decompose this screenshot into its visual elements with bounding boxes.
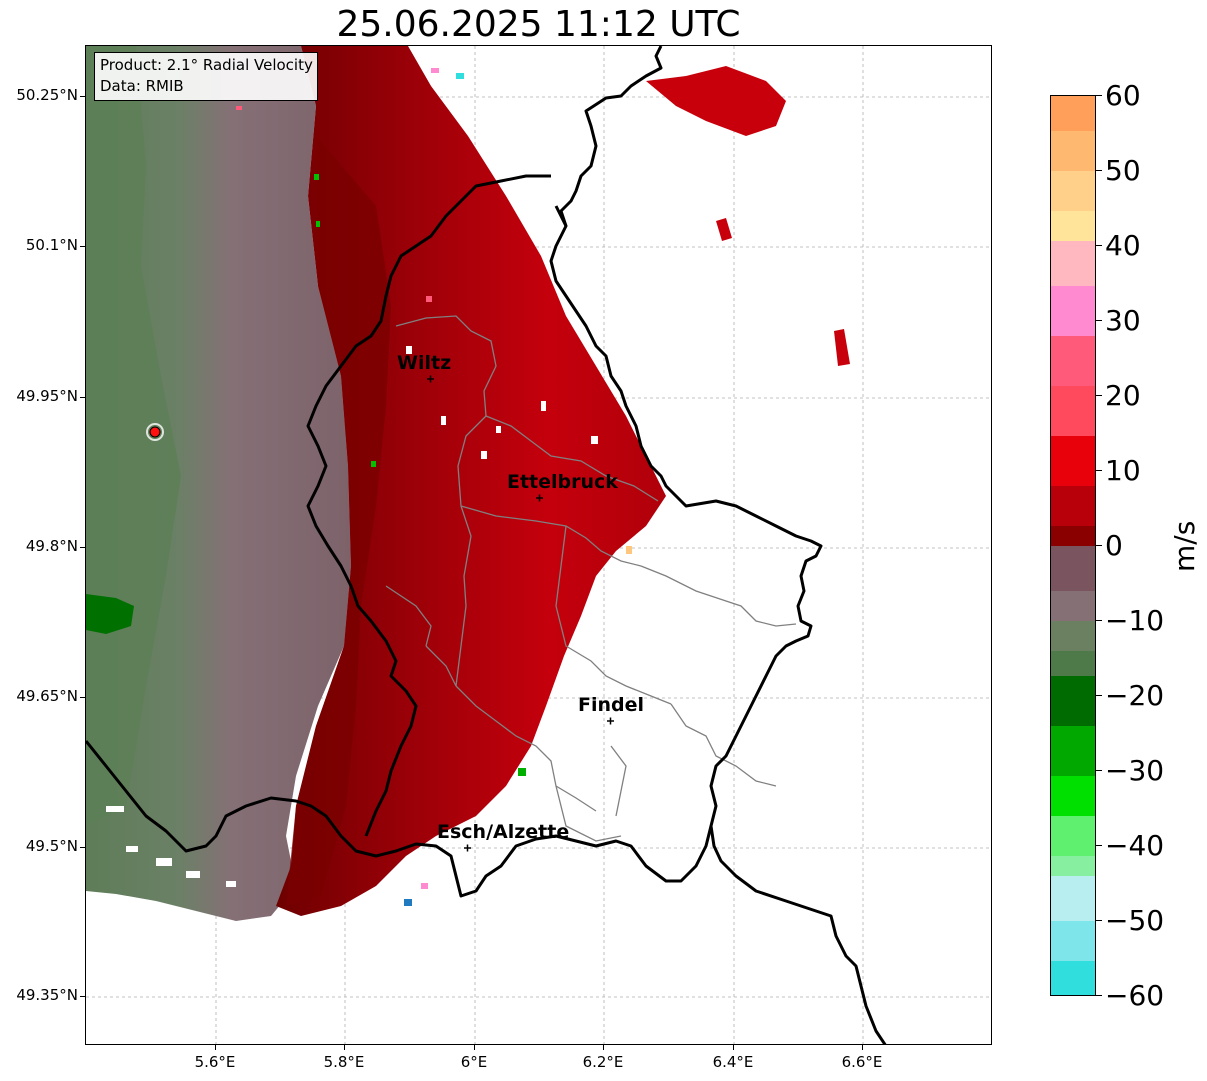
colorbar-label: −40	[1105, 829, 1165, 862]
colorbar-tick	[1096, 395, 1102, 396]
city-wiltz: Wiltz	[397, 352, 451, 383]
colorbar-segment	[1051, 676, 1095, 726]
colorbar-segment	[1051, 921, 1095, 961]
canton-boundaries	[385, 315, 797, 842]
lat-tick-mark	[80, 397, 85, 398]
colorbar-segment	[1051, 211, 1095, 241]
colorbar-segment	[1051, 726, 1095, 776]
colorbar-segment	[1051, 131, 1095, 171]
radar-speckles	[106, 68, 632, 906]
radar-echo-dark-band	[286, 136, 391, 906]
colorbar-label: 50	[1105, 154, 1141, 187]
lon-tick-mark	[862, 1045, 863, 1050]
colorbar-segment	[1051, 241, 1095, 286]
colorbar-segment	[1051, 386, 1095, 436]
colorbar-segment	[1051, 651, 1095, 676]
colorbar-label: −20	[1105, 679, 1165, 712]
city-label-wiltz: Wiltz	[397, 352, 451, 374]
city-label-esch-alzette: Esch/Alzette	[437, 821, 569, 843]
colorbar-segment	[1051, 336, 1095, 386]
lon-tick-mark	[344, 1045, 345, 1050]
city-findel: Findel	[578, 694, 644, 725]
lat-tick-label: 49.8°N	[25, 537, 78, 555]
colorbar-tick	[1096, 845, 1102, 846]
lon-tick-label: 6.4°E	[712, 1053, 754, 1071]
colorbar-segment	[1051, 776, 1095, 816]
colorbar-tick	[1096, 770, 1102, 771]
colorbar-segment	[1051, 526, 1095, 546]
colorbar-tick	[1096, 695, 1102, 696]
colorbar-tick	[1096, 470, 1102, 471]
lon-tick-mark	[215, 1045, 216, 1050]
city-ettelbruck: Ettelbruck	[507, 471, 618, 502]
map-title: 25.06.2025 11:12 UTC	[336, 4, 741, 45]
national-borders	[86, 46, 887, 1044]
colorbar-segment	[1051, 961, 1095, 995]
product-line: Product: 2.1° Radial Velocity	[100, 56, 313, 74]
lon-tick-label: 6°E	[460, 1053, 488, 1071]
radar-echo-dark-green	[86, 594, 134, 634]
colorbar-tick	[1096, 320, 1102, 321]
colorbar-label: 40	[1105, 229, 1141, 262]
lon-tick-mark	[733, 1045, 734, 1050]
data-source-line: Data: RMIB	[100, 77, 184, 95]
radar-map: Wiltz Ettelbruck Findel Esch/Alzette	[86, 46, 991, 1044]
colorbar-segment	[1051, 486, 1095, 526]
city-esch-alzette: Esch/Alzette	[437, 821, 569, 852]
colorbar-segment	[1051, 876, 1095, 921]
product-info-box: Product: 2.1° Radial Velocity Data: RMIB	[94, 52, 318, 101]
lon-tick-mark	[474, 1045, 475, 1050]
colorbar-label: 0	[1105, 529, 1123, 562]
colorbar-label: −50	[1105, 904, 1165, 937]
lon-tick-label: 5.6°E	[194, 1053, 236, 1071]
lat-tick-label: 49.95°N	[16, 387, 78, 405]
colorbar-segment	[1051, 96, 1095, 131]
colorbar	[1050, 95, 1096, 996]
colorbar-tick	[1096, 545, 1102, 546]
colorbar-label: −10	[1105, 604, 1165, 637]
colorbar-label: −30	[1105, 754, 1165, 787]
colorbar-tick	[1096, 920, 1102, 921]
colorbar-tick	[1096, 995, 1102, 996]
colorbar-segment	[1051, 816, 1095, 856]
colorbar-segment	[1051, 856, 1095, 876]
radar-site-marker	[149, 426, 161, 438]
colorbar-label: 20	[1105, 379, 1141, 412]
colorbar-segment	[1051, 621, 1095, 651]
colorbar-tick	[1096, 170, 1102, 171]
colorbar-label: 10	[1105, 454, 1141, 487]
lat-tick-label: 49.65°N	[16, 687, 78, 705]
colorbar-segment	[1051, 591, 1095, 621]
colorbar-segment	[1051, 171, 1095, 211]
lon-tick-mark	[603, 1045, 604, 1050]
colorbar-label: 30	[1105, 304, 1141, 337]
lat-tick-mark	[80, 996, 85, 997]
colorbar-label: −60	[1105, 979, 1165, 1012]
map-panel[interactable]: Wiltz Ettelbruck Findel Esch/Alzette	[85, 45, 992, 1045]
lat-tick-mark	[80, 96, 85, 97]
lon-tick-label: 6.6°E	[841, 1053, 883, 1071]
lat-tick-label: 49.35°N	[16, 986, 78, 1004]
lat-tick-label: 50.1°N	[25, 236, 78, 254]
lat-tick-mark	[80, 847, 85, 848]
city-label-ettelbruck: Ettelbruck	[507, 471, 618, 493]
colorbar-unit-label: m/s	[1168, 520, 1201, 572]
lat-tick-mark	[80, 246, 85, 247]
lon-tick-label: 6.2°E	[582, 1053, 624, 1071]
colorbar-tick	[1096, 245, 1102, 246]
lat-tick-label: 50.25°N	[16, 86, 78, 104]
lat-tick-mark	[80, 697, 85, 698]
lat-tick-mark	[80, 547, 85, 548]
colorbar-segment	[1051, 286, 1095, 336]
colorbar-tick	[1096, 620, 1102, 621]
radar-echo-west	[86, 46, 351, 921]
city-label-findel: Findel	[578, 694, 644, 716]
lat-tick-label: 49.5°N	[25, 837, 78, 855]
lon-tick-label: 5.8°E	[323, 1053, 365, 1071]
colorbar-tick	[1096, 95, 1102, 96]
colorbar-segment	[1051, 546, 1095, 591]
colorbar-segment	[1051, 436, 1095, 486]
radar-echo-ne-patch	[646, 66, 786, 136]
colorbar-label: 60	[1105, 79, 1141, 112]
